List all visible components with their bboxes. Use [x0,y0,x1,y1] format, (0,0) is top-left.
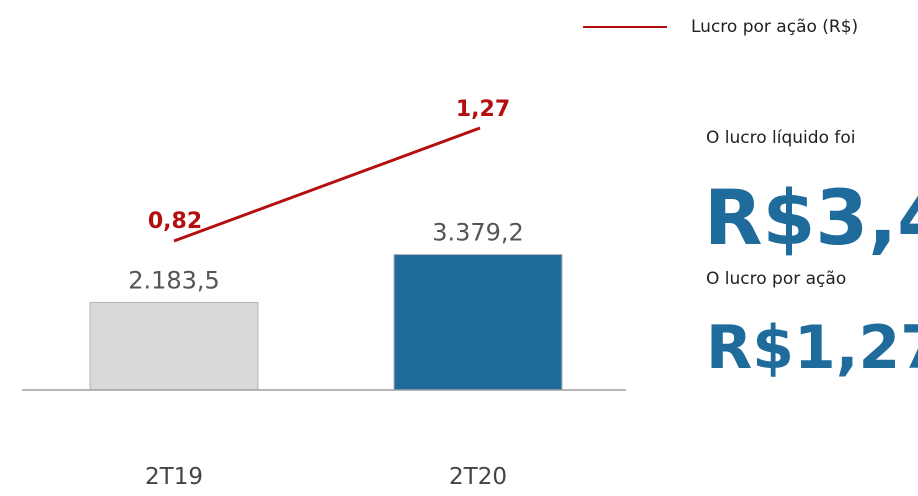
line-value-label: 1,27 [456,97,510,122]
eps-line [173,126,481,243]
legend: Lucro por ação (R$) [583,17,858,37]
eps-value: R$1,27 [706,313,918,383]
side-panel: O lucro líquido foi R$3,4 O lucro por aç… [704,128,918,383]
legend-label: Lucro por ação (R$) [691,17,858,37]
line-value-label: 0,82 [148,209,202,234]
bar-value-label: 2.183,5 [128,266,220,294]
eps-caption: O lucro por ação [706,269,846,289]
x-tick-label: 2T19 [145,464,203,490]
bar-value-label: 3.379,2 [432,218,524,246]
plot-area: 2.183,5 2T19 3.379,2 2T20 0,82 1,27 [89,97,563,490]
net-income-value: R$3,4 [704,173,918,262]
net-income-caption: O lucro líquido foi [706,128,856,148]
bar-2t20 [393,253,563,391]
bar-2t19 [89,301,259,391]
x-tick-label: 2T20 [449,464,507,490]
